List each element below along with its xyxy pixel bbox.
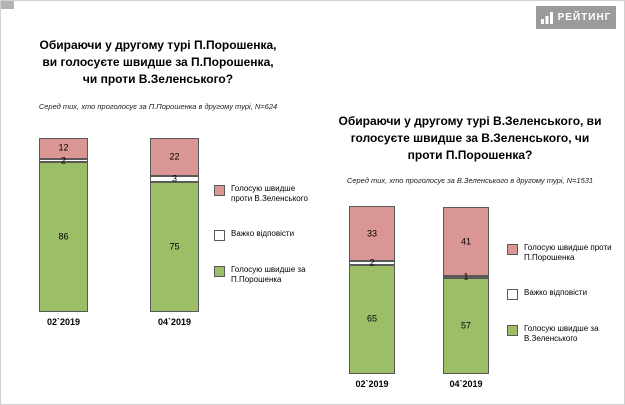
legend-item: Важко відповісти xyxy=(507,288,619,300)
corner-mark xyxy=(1,1,14,9)
data-label: 75 xyxy=(169,241,180,252)
bar-segment: 41 xyxy=(443,207,489,277)
legend-label: Важко відповісти xyxy=(524,287,588,297)
bar-column-04`2019: 57 1 41 04`2019 xyxy=(443,206,489,389)
chart-subtitle-poroshenko: Серед тих, хто проголосує за П.Порошенка… xyxy=(38,102,278,111)
stacked-bar: 75 3 22 xyxy=(150,138,199,312)
legend-item: Голосую швидше проти П.Порошенка xyxy=(507,243,619,264)
legend-item: Голосую швидше проти В.Зеленського xyxy=(214,184,308,205)
rating-logo-text: РЕЙТИНГ xyxy=(557,12,612,23)
legend-label: Голосую швидше проти П.Порошенка xyxy=(524,243,612,263)
legend-swatch xyxy=(507,324,518,336)
legend-swatch xyxy=(507,244,518,255)
legend-poroshenko: Голосую швидше проти В.Зеленського Важко … xyxy=(214,184,308,286)
bar-segment: 33 xyxy=(349,206,395,262)
category-label: 02`2019 xyxy=(355,379,389,389)
stacked-bar: 86 2 12 xyxy=(39,138,88,312)
legend-item: Голосую швидше за П.Порошенка xyxy=(214,265,308,286)
legend-label: Голосую швидше за В.Зеленського xyxy=(524,323,599,344)
data-label: 3 xyxy=(171,173,177,184)
category-label: 02`2019 xyxy=(46,317,81,327)
bar-segment: 2 xyxy=(349,258,395,267)
bar-segment: 12 xyxy=(39,138,88,159)
bar-segment: 3 xyxy=(150,173,199,184)
bar-segment: 2 xyxy=(39,155,88,166)
bar-column-04`2019: 75 3 22 04`2019 xyxy=(150,138,199,327)
data-label: 33 xyxy=(366,228,377,239)
rating-logo: РЕЙТИНГ xyxy=(536,6,616,29)
data-label: 1 xyxy=(463,271,469,282)
legend-swatch xyxy=(507,288,518,300)
chart-title-poroshenko: Обираючи у другому турі П.Порошенка, ви … xyxy=(39,38,277,86)
stacked-bar: 57 1 41 xyxy=(443,207,489,374)
data-label: 86 xyxy=(58,231,69,242)
data-label: 2 xyxy=(369,257,375,268)
category-label: 04`2019 xyxy=(157,317,192,327)
rating-logo-icon xyxy=(540,11,553,24)
stacked-bar: 65 2 33 xyxy=(349,206,395,374)
legend-label: Важко відповісти xyxy=(231,228,295,238)
bar-segment: 75 xyxy=(150,181,199,312)
chart-subtitle-zelensky: Серед тих, хто проголосує за В.Зеленсько… xyxy=(346,176,594,185)
bar-column-02`2019: 65 2 33 02`2019 xyxy=(349,206,395,389)
category-label: 04`2019 xyxy=(449,379,483,389)
plot-area-zelensky: 65 2 33 02`2019 57 1 41 04`2019 xyxy=(349,206,489,389)
legend-item: Важко відповісти xyxy=(214,229,308,241)
data-label: 22 xyxy=(169,151,180,162)
legend-swatch xyxy=(214,265,225,277)
plot-area-poroshenko: 86 2 12 02`2019 75 3 22 04`2019 xyxy=(39,138,199,327)
bar-column-02`2019: 86 2 12 02`2019 xyxy=(39,138,88,327)
bar-segment: 1 xyxy=(443,272,489,281)
data-label: 57 xyxy=(460,320,471,331)
bar-segment: 86 xyxy=(39,162,88,312)
legend-label: Голосую швидше за П.Порошенка xyxy=(231,264,306,285)
data-label: 12 xyxy=(58,142,69,153)
legend-zelensky: Голосую швидше проти П.Порошенка Важко ві… xyxy=(507,243,619,345)
legend-label: Голосую швидше проти В.Зеленського xyxy=(231,184,308,204)
data-label: 65 xyxy=(366,313,377,324)
legend-swatch xyxy=(214,229,225,241)
data-label: 2 xyxy=(60,155,66,166)
bar-segment: 22 xyxy=(150,138,199,177)
bar-segment: 65 xyxy=(349,264,395,374)
legend-swatch xyxy=(214,185,225,196)
data-label: 41 xyxy=(460,236,471,247)
legend-item: Голосую швидше за В.Зеленського xyxy=(507,324,619,345)
bar-segment: 57 xyxy=(443,278,489,374)
chart-title-zelensky: Обираючи у другому турі В.Зеленського, в… xyxy=(338,114,602,162)
